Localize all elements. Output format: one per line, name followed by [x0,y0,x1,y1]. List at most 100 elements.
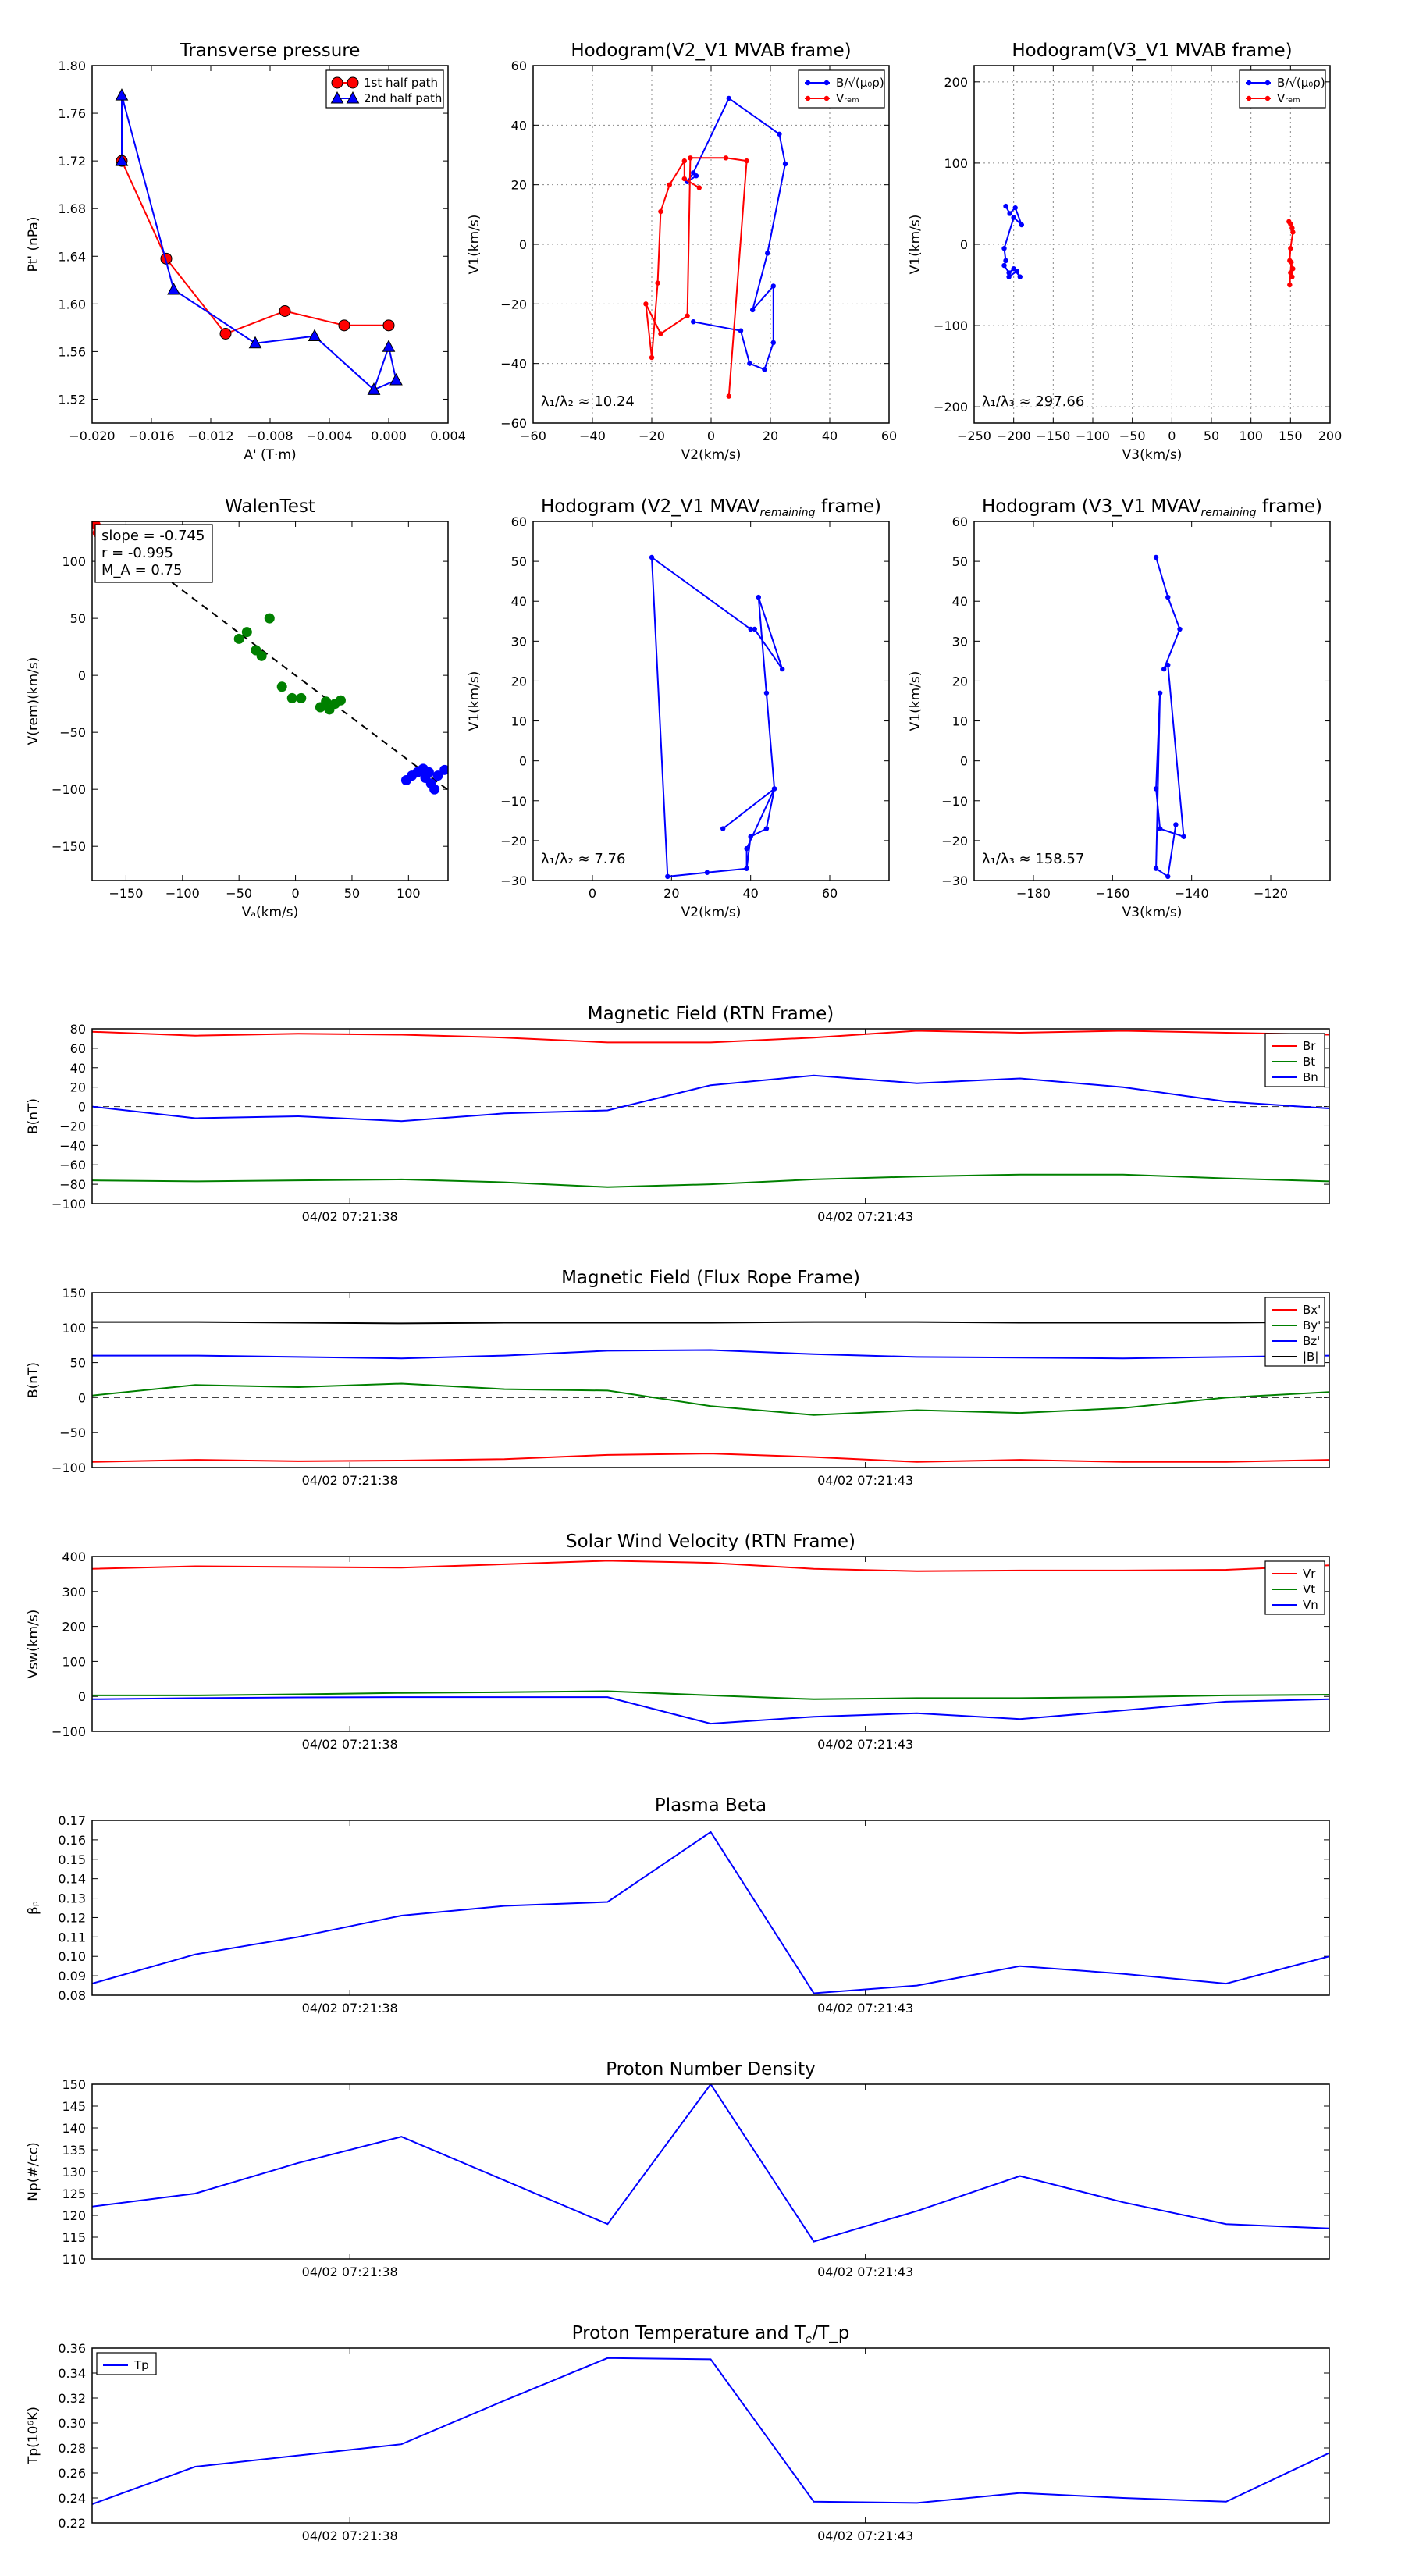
y-tick-label: 60 [70,1041,86,1056]
series-line [645,157,748,397]
y-tick-label: −20 [59,1119,86,1133]
data-point [296,692,307,703]
data-point [1153,866,1159,871]
data-point [338,319,350,332]
series-line [92,1696,1329,1725]
x-tick-label: −0.012 [187,429,233,443]
data-point [777,131,782,137]
legend-marker [1264,80,1271,86]
x-tick-label: −60 [520,429,546,443]
y-tick-label: 50 [70,611,86,626]
y-tick-label: 140 [62,2121,86,2136]
plot-area [92,1030,1329,1188]
y-tick-label: 30 [952,634,968,649]
stats-text: M_A = 0.75 [101,562,182,578]
data-point [286,692,297,703]
chart-h4: −180 −160 −140 −120 −30 −20 −10 0 10 20 30 40 50 60 Ho… [908,496,1331,920]
x-tick-label: 0 [589,886,596,901]
x-tick-label: 04/02 07:21:38 [302,2528,398,2543]
data-point [1001,246,1007,251]
series-line [92,1074,1329,1123]
y-tick-label: 60 [511,514,527,529]
series-vr [92,1560,1329,1572]
data-point [1001,262,1007,269]
y-tick-label: 0.36 [58,2341,86,2356]
data-point [771,786,777,792]
series-line [92,2357,1329,2505]
series-line [650,555,784,878]
chart-title: Solar Wind Velocity (RTN Frame) [566,1532,855,1552]
y-tick-label: −100 [52,1724,86,1739]
y-axis-label: B(nT) [26,1362,41,1398]
plot-area [115,88,403,395]
series-line [92,1349,1329,1360]
y-tick-label: 0.08 [58,1988,86,2003]
legend-label: Vᵣₑₘ [836,91,859,105]
plot-area [643,95,788,399]
axes-frame [91,2347,1330,2524]
x-tick-label: −20 [638,429,665,443]
data-point [748,626,753,632]
data-point [167,282,180,295]
y-tick-label: −200 [934,400,968,415]
x-tick-label: 20 [763,429,778,443]
y-axis-label: V1(km/s) [908,215,923,275]
series-np [92,2084,1329,2243]
y-tick-label: 135 [62,2143,86,2158]
legend: Tp [96,2352,157,2375]
y-tick-label: 10 [952,714,968,729]
data-point [649,554,655,560]
data-point [744,845,749,852]
legend-marker [347,76,359,89]
y-tick-label: 1.68 [58,201,86,216]
x-tick-label: −160 [1095,886,1129,901]
x-tick-label: −0.004 [306,429,352,443]
legend: B/√(μ₀ρ)Vᵣₑₘ [1239,69,1326,109]
legend-box [1239,69,1326,109]
data-point [1290,266,1296,272]
chart-title: Hodogram (V2_V1 MVAVremaining frame) [541,496,881,519]
data-point [1289,274,1295,279]
axes-frame [91,65,449,424]
y-tick-label: 300 [62,1585,86,1599]
legend-box [798,69,885,109]
data-point [308,329,322,342]
data-point [665,873,670,880]
axes-frame [973,65,1331,424]
y-tick-label: −20 [500,834,527,849]
data-point [1153,554,1159,560]
x-tick-label: −140 [1175,886,1209,901]
x-tick-label: 04/02 07:21:38 [302,1209,398,1224]
data-point [726,393,731,399]
legend-box [1264,1297,1325,1367]
chart-h3: 0 20 40 60 −30 −20 −10 0 10 20 30 40 50 60 Hodogram (V… [467,496,890,920]
legend-label: B/√(μ₀ρ) [836,76,884,90]
data-point [750,307,756,313]
legend-label: Br [1303,1039,1316,1053]
x-tick-label: −250 [957,429,991,443]
series-b [649,554,785,880]
legend-box [96,2352,157,2375]
x-tick-label: 04/02 07:21:38 [302,1737,398,1752]
chart-vsw: 04/02 07:21:38 04/02 07:21:43 −100 0 100 200 3… [26,1532,1330,1752]
data-point [770,283,776,289]
data-point [765,251,770,256]
plot-area [1001,203,1296,288]
data-point [744,158,749,164]
legend-marker [1246,95,1252,101]
chart-title: Proton Temperature and Te/T_p [572,2323,850,2346]
y-tick-label: 0 [78,1100,86,1115]
series-v-remaining [643,155,749,399]
data-point [367,382,381,395]
y-tick-label: 0.09 [58,1969,86,1984]
y-tick-label: 0.26 [58,2466,86,2481]
x-axis-label: V2(km/s) [681,447,742,463]
y-tick-label: 1.60 [58,297,86,311]
y-tick-label: 1.64 [58,249,86,264]
legend: Bx'By' Bz' |B| [1264,1297,1325,1367]
y-tick-label: 40 [952,594,968,609]
data-point [658,331,663,336]
x-tick-label: −150 [108,886,143,901]
y-tick-label: −40 [500,357,527,372]
